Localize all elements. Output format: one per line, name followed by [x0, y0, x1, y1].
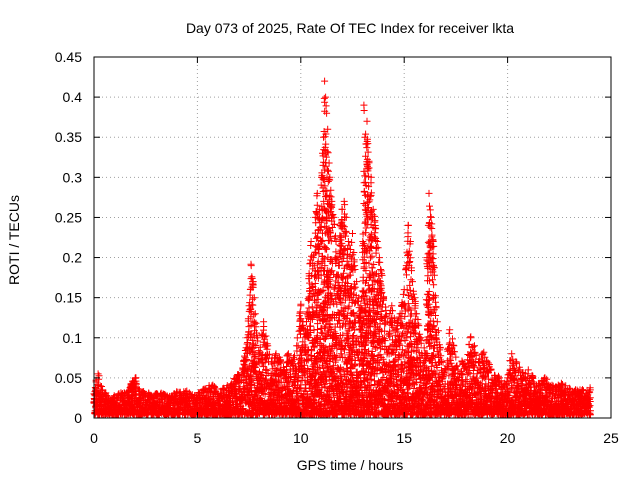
data-point — [426, 223, 434, 231]
data-point — [321, 98, 329, 106]
data-points-layer — [90, 77, 594, 419]
data-point — [430, 281, 438, 289]
data-point — [423, 302, 431, 310]
data-point — [321, 107, 329, 115]
data-point — [132, 379, 140, 387]
data-point — [308, 303, 316, 311]
data-point — [424, 272, 432, 280]
data-point — [134, 385, 142, 393]
data-point — [426, 202, 433, 210]
data-point — [425, 277, 433, 285]
data-point — [428, 231, 436, 239]
data-point — [360, 200, 368, 207]
data-point — [362, 224, 370, 232]
data-point — [399, 290, 407, 298]
data-point — [351, 283, 359, 291]
y-axis-title: ROTI / TECUs — [6, 195, 22, 285]
data-point — [429, 276, 436, 284]
data-point — [407, 276, 415, 284]
data-point — [427, 213, 434, 221]
data-point — [296, 308, 304, 316]
data-point — [360, 187, 368, 195]
data-point — [336, 241, 344, 249]
data-point — [307, 322, 314, 330]
data-point — [377, 266, 385, 273]
data-point — [175, 409, 183, 417]
data-point — [363, 144, 371, 152]
data-point — [98, 383, 105, 390]
data-point — [131, 391, 139, 399]
data-point — [212, 385, 220, 393]
chart-title: Day 073 of 2025, Rate Of TEC Index for r… — [186, 20, 514, 36]
data-point — [386, 328, 394, 336]
data-point — [327, 186, 335, 194]
data-point — [321, 244, 329, 251]
data-point — [242, 357, 250, 365]
data-point — [426, 206, 434, 214]
data-point — [365, 198, 373, 206]
x-axis-title: GPS time / hours — [297, 457, 404, 473]
data-point — [362, 130, 370, 138]
data-point — [367, 207, 375, 215]
data-point — [322, 102, 330, 110]
data-point — [367, 254, 374, 262]
data-point — [430, 271, 438, 279]
data-point — [293, 334, 301, 342]
data-point — [390, 357, 398, 365]
